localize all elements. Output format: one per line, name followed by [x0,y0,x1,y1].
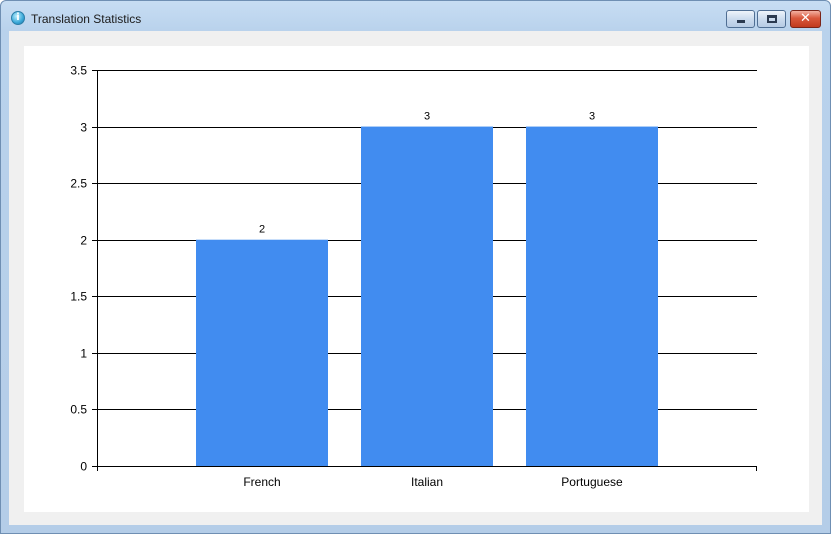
close-icon: ✕ [800,11,811,26]
info-icon: i [11,11,25,25]
bar-chart: 0 0.5 1 1.5 2 2.5 3 3.5 2 French 3 Italian 3 Portugue… [70,64,757,489]
data-label: 2 [259,224,265,236]
x-tick-label: Italian [411,475,443,489]
maximize-icon [767,15,777,23]
y-tick-label: 2.5 [70,177,87,191]
minimize-icon [737,20,745,23]
window-title: Translation Statistics [31,12,142,26]
y-tick-label: 1 [80,347,87,361]
y-tick-label: 0.5 [70,403,87,417]
minimize-button[interactable] [726,10,755,28]
x-tick-label: French [243,475,280,489]
y-tick-label: 1.5 [70,290,87,304]
client-area: 0 0.5 1 1.5 2 2.5 3 3.5 2 French 3 Italian 3 Portugue… [9,31,822,525]
data-label: 3 [589,111,595,123]
data-label: 3 [424,111,430,123]
title-bar[interactable]: i Translation Statistics ✕ [1,1,830,31]
x-tick-label: Portuguese [561,475,623,489]
y-tick-label: 3.5 [70,64,87,78]
chart-panel: 0 0.5 1 1.5 2 2.5 3 3.5 2 French 3 Italian 3 Portugue… [24,46,809,512]
bar [526,126,658,467]
bar [196,239,328,466]
y-tick-label: 3 [80,121,87,135]
bar [361,126,493,467]
close-button[interactable]: ✕ [790,10,821,28]
y-tick-label: 2 [80,234,87,248]
y-tick-label: 0 [80,460,87,474]
maximize-button[interactable] [757,10,786,28]
